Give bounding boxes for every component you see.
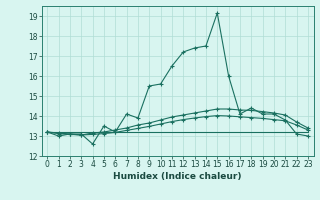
X-axis label: Humidex (Indice chaleur): Humidex (Indice chaleur) bbox=[113, 172, 242, 181]
